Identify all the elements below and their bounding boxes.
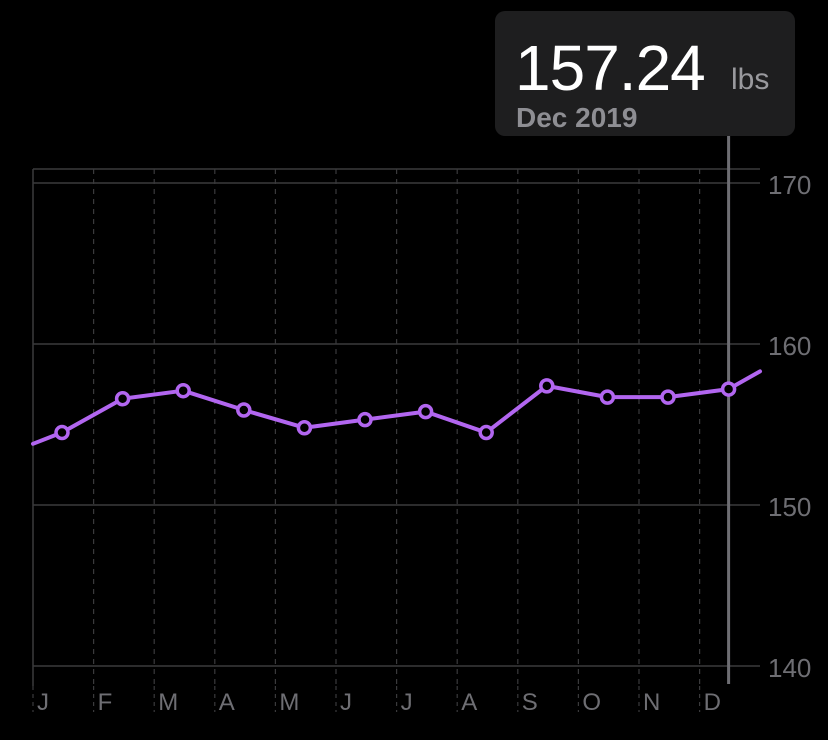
x-tick-label: J xyxy=(401,689,413,716)
value-tooltip: 157.24 lbs Dec 2019 xyxy=(495,11,795,136)
x-tick-label: F xyxy=(98,689,113,716)
data-point[interactable] xyxy=(417,403,434,420)
data-point[interactable] xyxy=(357,411,373,428)
x-tick-label: S xyxy=(522,689,538,716)
data-point[interactable] xyxy=(296,419,313,436)
tooltip-date: Dec 2019 xyxy=(516,102,638,133)
y-tick-label: 170 xyxy=(768,170,811,200)
x-tick-label: J xyxy=(37,689,49,716)
data-point[interactable] xyxy=(114,390,131,407)
weight-series-line xyxy=(31,369,762,446)
data-point[interactable] xyxy=(599,389,616,405)
x-tick-label: M xyxy=(279,689,299,716)
x-tick-label: A xyxy=(219,689,235,716)
x-tick-label: A xyxy=(461,689,477,716)
data-point[interactable] xyxy=(54,424,70,441)
data-point[interactable] xyxy=(478,424,494,441)
tooltip-value: 157.24 xyxy=(515,32,706,104)
y-tick-label: 160 xyxy=(768,331,811,361)
y-tick-label: 150 xyxy=(768,492,811,522)
data-point[interactable] xyxy=(660,389,676,405)
x-tick-label: O xyxy=(582,689,601,716)
x-tick-label: J xyxy=(340,689,352,716)
data-point[interactable] xyxy=(539,378,555,394)
data-point[interactable] xyxy=(720,381,737,397)
data-point[interactable] xyxy=(236,402,252,418)
x-tick-label: N xyxy=(643,689,660,716)
y-tick-label: 140 xyxy=(768,653,811,683)
x-tick-label: D xyxy=(704,689,721,716)
x-tick-label: M xyxy=(158,689,178,716)
tooltip-unit: lbs xyxy=(731,63,770,96)
data-point[interactable] xyxy=(175,382,191,399)
